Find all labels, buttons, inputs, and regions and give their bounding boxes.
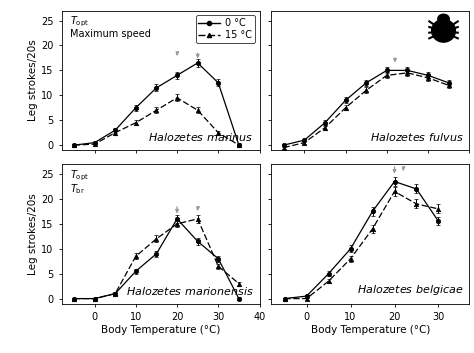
Text: $\it{Halozetes\ fulvus}$: $\it{Halozetes\ fulvus}$ [370,131,463,143]
Text: $T_\mathrm{br}$: $T_\mathrm{br}$ [70,182,85,196]
X-axis label: Body Temperature (°C): Body Temperature (°C) [310,325,430,335]
Text: $\it{Halozetes\ belgicae}$: $\it{Halozetes\ belgicae}$ [356,283,463,297]
Text: $T_\mathrm{opt}$: $T_\mathrm{opt}$ [70,15,89,29]
Legend: 0 °C, 15 °C: 0 °C, 15 °C [196,16,255,43]
Y-axis label: Leg strokes/20s: Leg strokes/20s [28,193,38,275]
Text: Maximum speed: Maximum speed [70,29,150,39]
X-axis label: Body Temperature (°C): Body Temperature (°C) [101,325,220,335]
Text: $\it{Halozetes\ marinus}$: $\it{Halozetes\ marinus}$ [148,131,254,143]
Text: $T_\mathrm{opt}$: $T_\mathrm{opt}$ [70,168,89,183]
Y-axis label: Leg strokes/20s: Leg strokes/20s [28,40,38,121]
Text: $\it{Halozetes\ marionensis}$: $\it{Halozetes\ marionensis}$ [126,285,254,297]
